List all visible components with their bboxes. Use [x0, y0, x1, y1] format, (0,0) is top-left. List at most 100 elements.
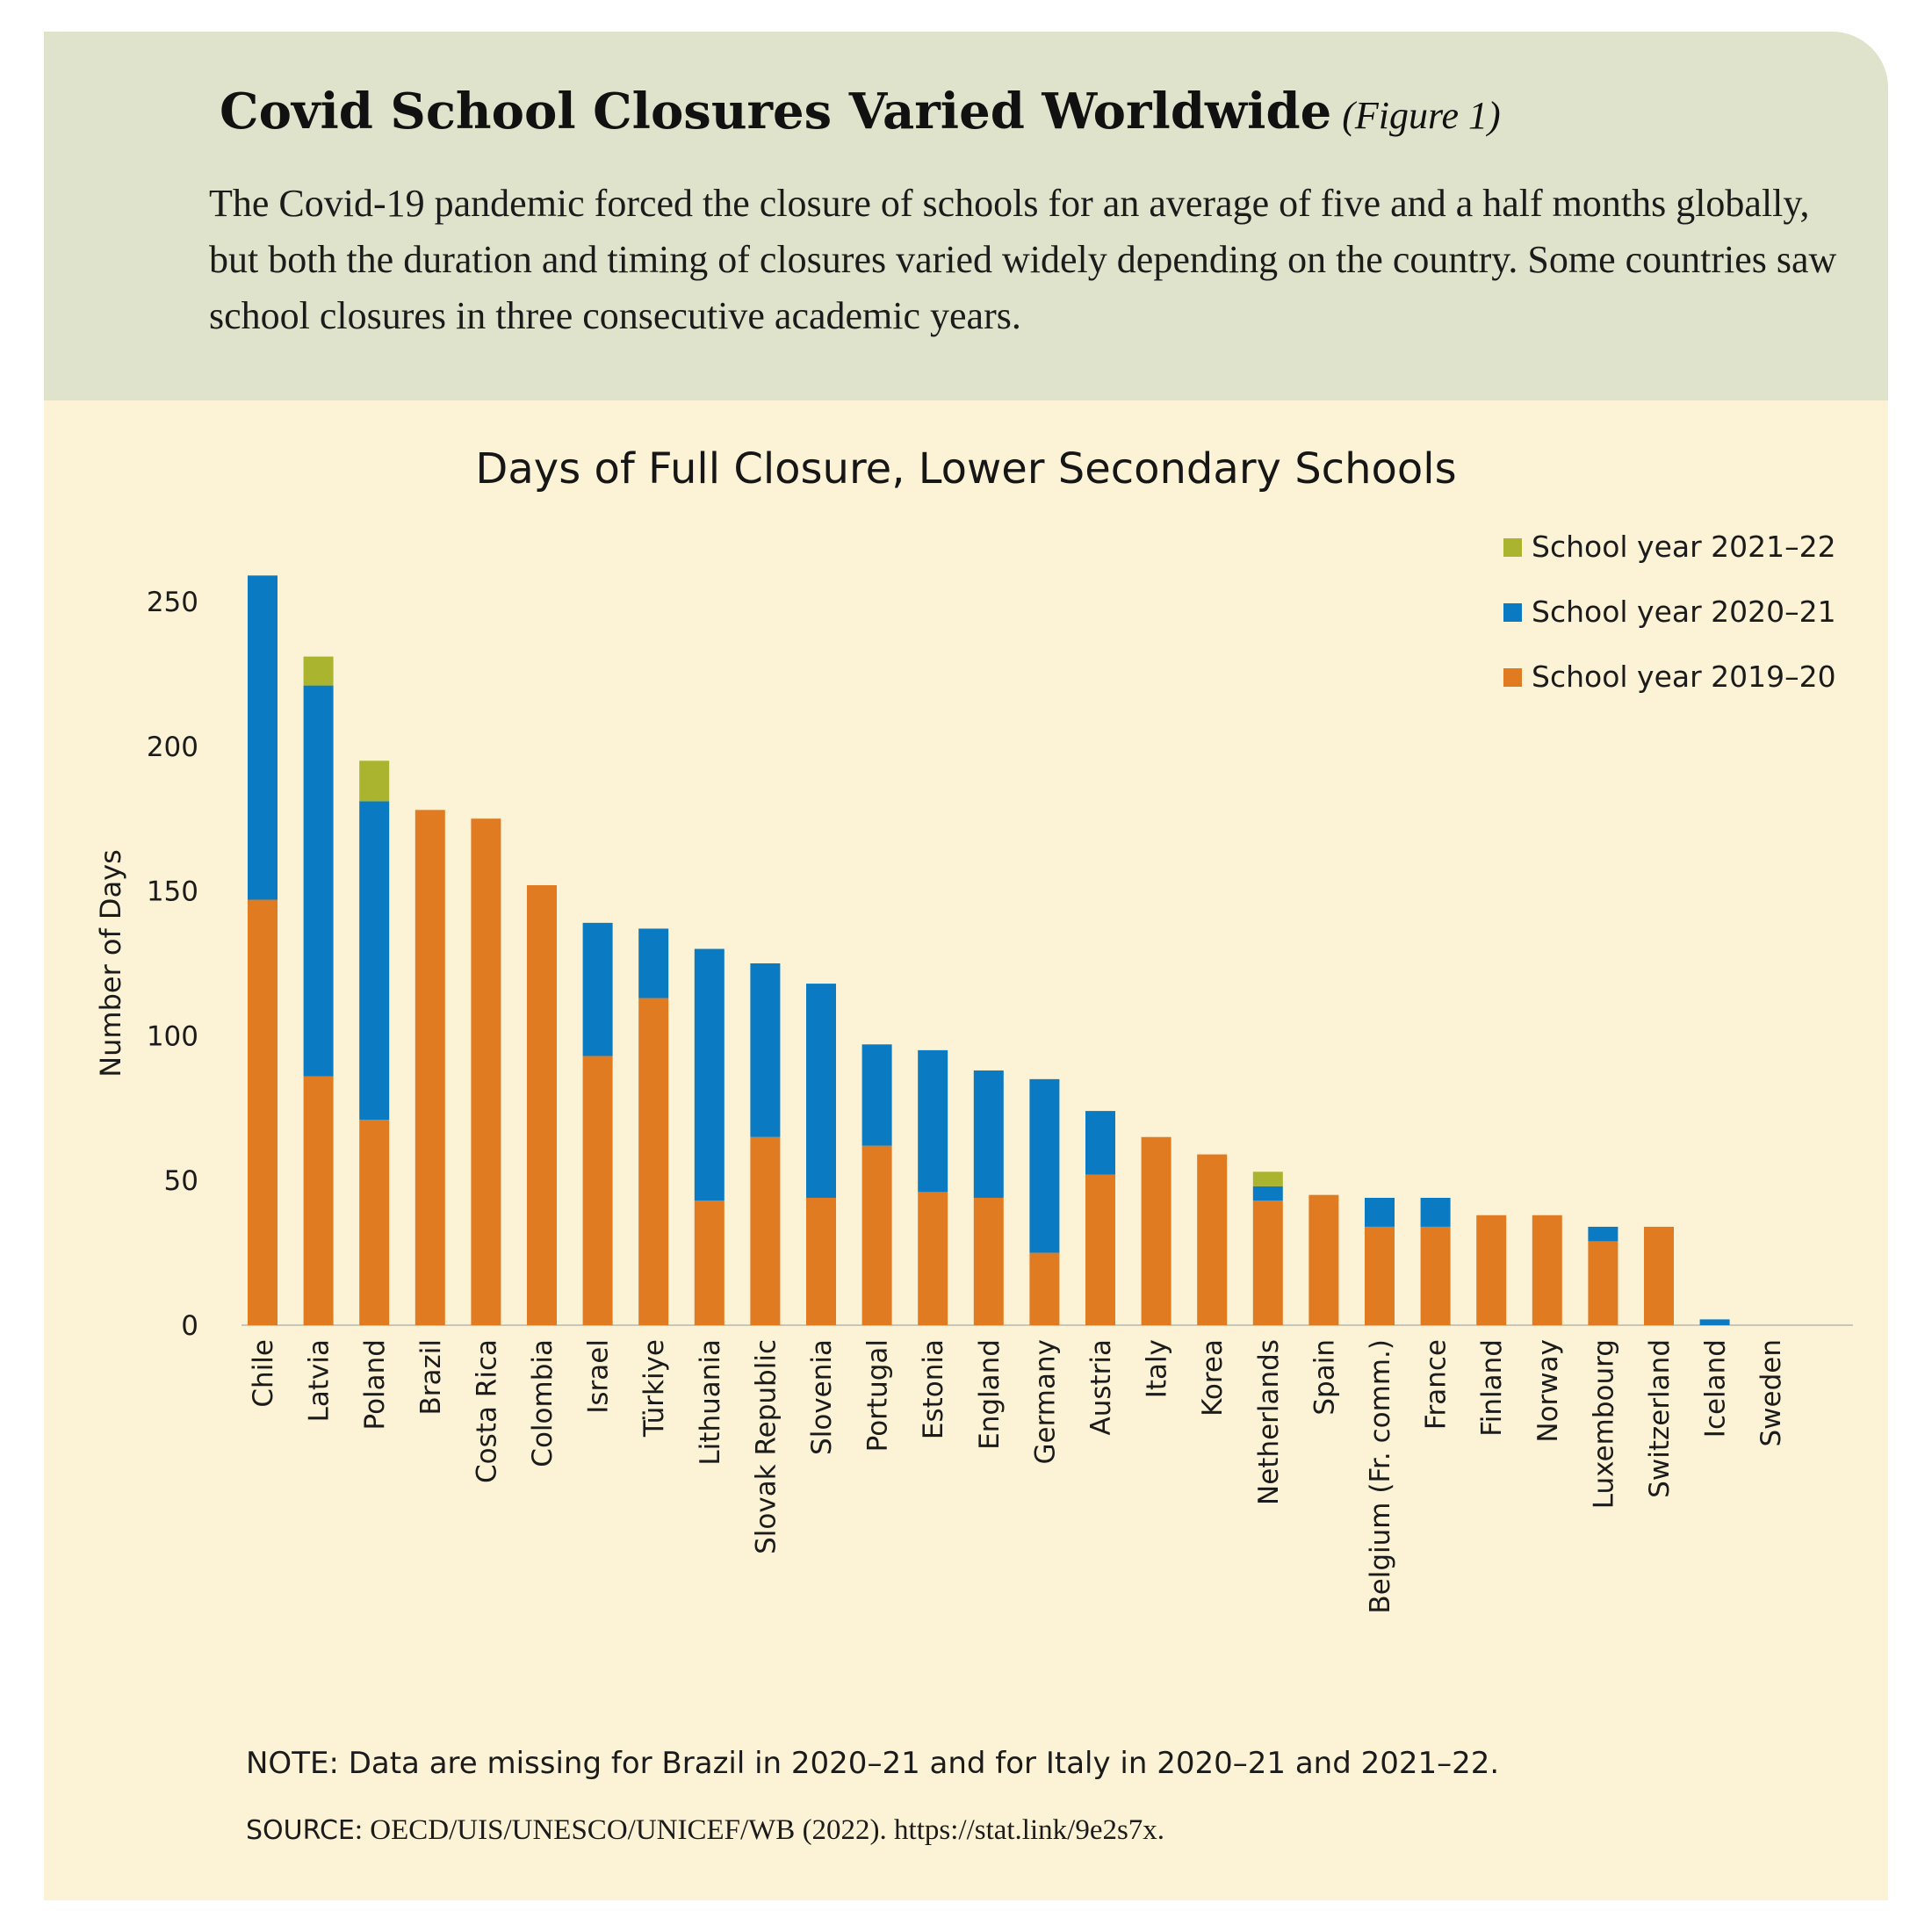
bar-segment [527, 885, 557, 1325]
legend-label: School year 2020–21 [1532, 595, 1836, 629]
bar-segment [1252, 1186, 1283, 1201]
bar-segment [303, 656, 334, 686]
x-tick-label: Korea [1197, 1339, 1229, 1417]
bar-segment [918, 1049, 948, 1193]
figure-header: Covid School Closures Varied Worldwide (F… [44, 32, 1888, 400]
y-axis-label: Number of Days [94, 849, 127, 1078]
bar-segment [359, 1119, 390, 1325]
x-tick-label: Slovak Republic [750, 1339, 782, 1554]
bar-segment [582, 922, 613, 1056]
bar-segment [1308, 1194, 1339, 1325]
source-text: SOURCE: OECD/UIS/UNESCO/UNICEF/WB (2022)… [246, 1814, 1164, 1847]
x-tick-label: Finland [1476, 1339, 1508, 1437]
x-tick-label: Estonia [918, 1339, 949, 1439]
bar-segment [918, 1192, 948, 1325]
legend-swatch [1503, 538, 1522, 557]
x-tick-label: Lithuania [695, 1339, 726, 1466]
bar-segment [1532, 1215, 1562, 1325]
y-tick-label: 250 [147, 587, 198, 618]
bar-segment [1085, 1174, 1115, 1325]
bar-segment [750, 963, 781, 1137]
bar-segment [248, 575, 278, 900]
bar-segment [303, 1076, 334, 1325]
legend-label: School year 2019–20 [1532, 660, 1836, 694]
x-tick-label: England [974, 1339, 1006, 1450]
x-tick-label: Spain [1308, 1339, 1340, 1416]
figure-card: Covid School Closures Varied Worldwide (F… [44, 32, 1888, 1900]
bar-segment [1252, 1200, 1283, 1325]
bar-segment [806, 984, 836, 1198]
x-tick-label: Chile [248, 1339, 279, 1408]
bar-segment [1699, 1319, 1730, 1325]
bar-segment [1141, 1136, 1171, 1325]
y-tick-label: 0 [181, 1310, 198, 1342]
y-tick-label: 200 [147, 732, 198, 763]
x-tick-label: Poland [359, 1339, 391, 1431]
bar-segment [861, 1044, 892, 1146]
bar-segment [973, 1197, 1004, 1325]
bar-segment [471, 818, 501, 1325]
bar-segment [303, 685, 334, 1077]
bar-segment [1029, 1252, 1060, 1325]
x-tick-label: Germany [1029, 1339, 1061, 1464]
bar-segment [806, 1197, 836, 1325]
bar-segment [359, 801, 390, 1120]
x-tick-label: Latvia [304, 1339, 335, 1422]
legend-label: School year 2021–22 [1532, 530, 1836, 564]
bar-segment [1644, 1226, 1674, 1325]
bar-segment [973, 1070, 1004, 1198]
bar-segment [1085, 1111, 1115, 1175]
bar-segment [1252, 1171, 1283, 1186]
bar-segment [750, 1136, 781, 1325]
bar-chart: 0 50 100 150 200 250 Number of Days Chile Latvia… [94, 530, 1853, 1614]
bar-segment [582, 1056, 613, 1325]
intro-text: The Covid-19 pandemic forced the closure… [209, 182, 1837, 337]
source-citation: : OECD/UIS/UNESCO/UNICEF/WB (2022). http… [354, 1814, 1165, 1846]
x-tick-label: France [1421, 1339, 1453, 1430]
bar-segment [1197, 1154, 1228, 1325]
bar-segment [1588, 1241, 1618, 1325]
y-tick-label: 50 [164, 1165, 198, 1197]
x-tick-label: Austria [1085, 1339, 1117, 1436]
x-tick-label: Norway [1532, 1339, 1564, 1443]
bar-segment [861, 1145, 892, 1325]
legend-swatch [1503, 603, 1522, 622]
x-tick-label: Israel [583, 1339, 615, 1414]
x-tick-label: Costa Rica [471, 1339, 502, 1483]
bar-segment [1365, 1197, 1395, 1227]
note-text: NOTE: Data are missing for Brazil in 202… [246, 1746, 1500, 1781]
bar-segment [1420, 1226, 1451, 1325]
chart-title: Days of Full Closure, Lower Secondary Sc… [475, 444, 1457, 494]
x-tick-label: Portugal [862, 1339, 894, 1452]
bar-segment [415, 810, 445, 1325]
bar-segment [694, 948, 724, 1201]
bar-segment [359, 761, 390, 802]
x-tick-label: Sweden [1755, 1339, 1787, 1447]
legend-swatch [1503, 668, 1522, 687]
bar-segment [1029, 1078, 1060, 1253]
figure-title-text: Covid School Closures Varied Worldwide [220, 83, 1332, 141]
y-tick-label: 150 [147, 876, 198, 908]
bar-segment [638, 928, 669, 998]
x-tick-label: Luxembourg [1588, 1339, 1619, 1509]
figure-title: Covid School Closures Varied Worldwide (F… [220, 83, 1501, 141]
bar-segment [638, 998, 669, 1325]
x-tick-label: Colombia [527, 1339, 559, 1467]
bar-segment [1476, 1215, 1507, 1325]
y-tick-label: 100 [147, 1020, 198, 1052]
figure-number: (Figure 1) [1342, 94, 1501, 137]
source-label: SOURCE [246, 1815, 355, 1846]
x-tick-label: Italy [1142, 1339, 1173, 1398]
bar-segment [1365, 1226, 1395, 1325]
x-tick-label: Belgium (Fr. comm.) [1365, 1339, 1396, 1614]
x-tick-label: Switzerland [1644, 1339, 1676, 1498]
bar-segment [1588, 1226, 1618, 1242]
bar-segment [248, 899, 278, 1325]
x-tick-label: Brazil [415, 1339, 447, 1416]
x-tick-label: Iceland [1700, 1339, 1732, 1438]
bar-segment [1420, 1197, 1451, 1227]
bar-segment [694, 1200, 724, 1325]
x-tick-label: Slovenia [806, 1339, 838, 1455]
x-tick-label: Netherlands [1253, 1339, 1285, 1505]
x-tick-label: Türkiye [638, 1339, 670, 1438]
